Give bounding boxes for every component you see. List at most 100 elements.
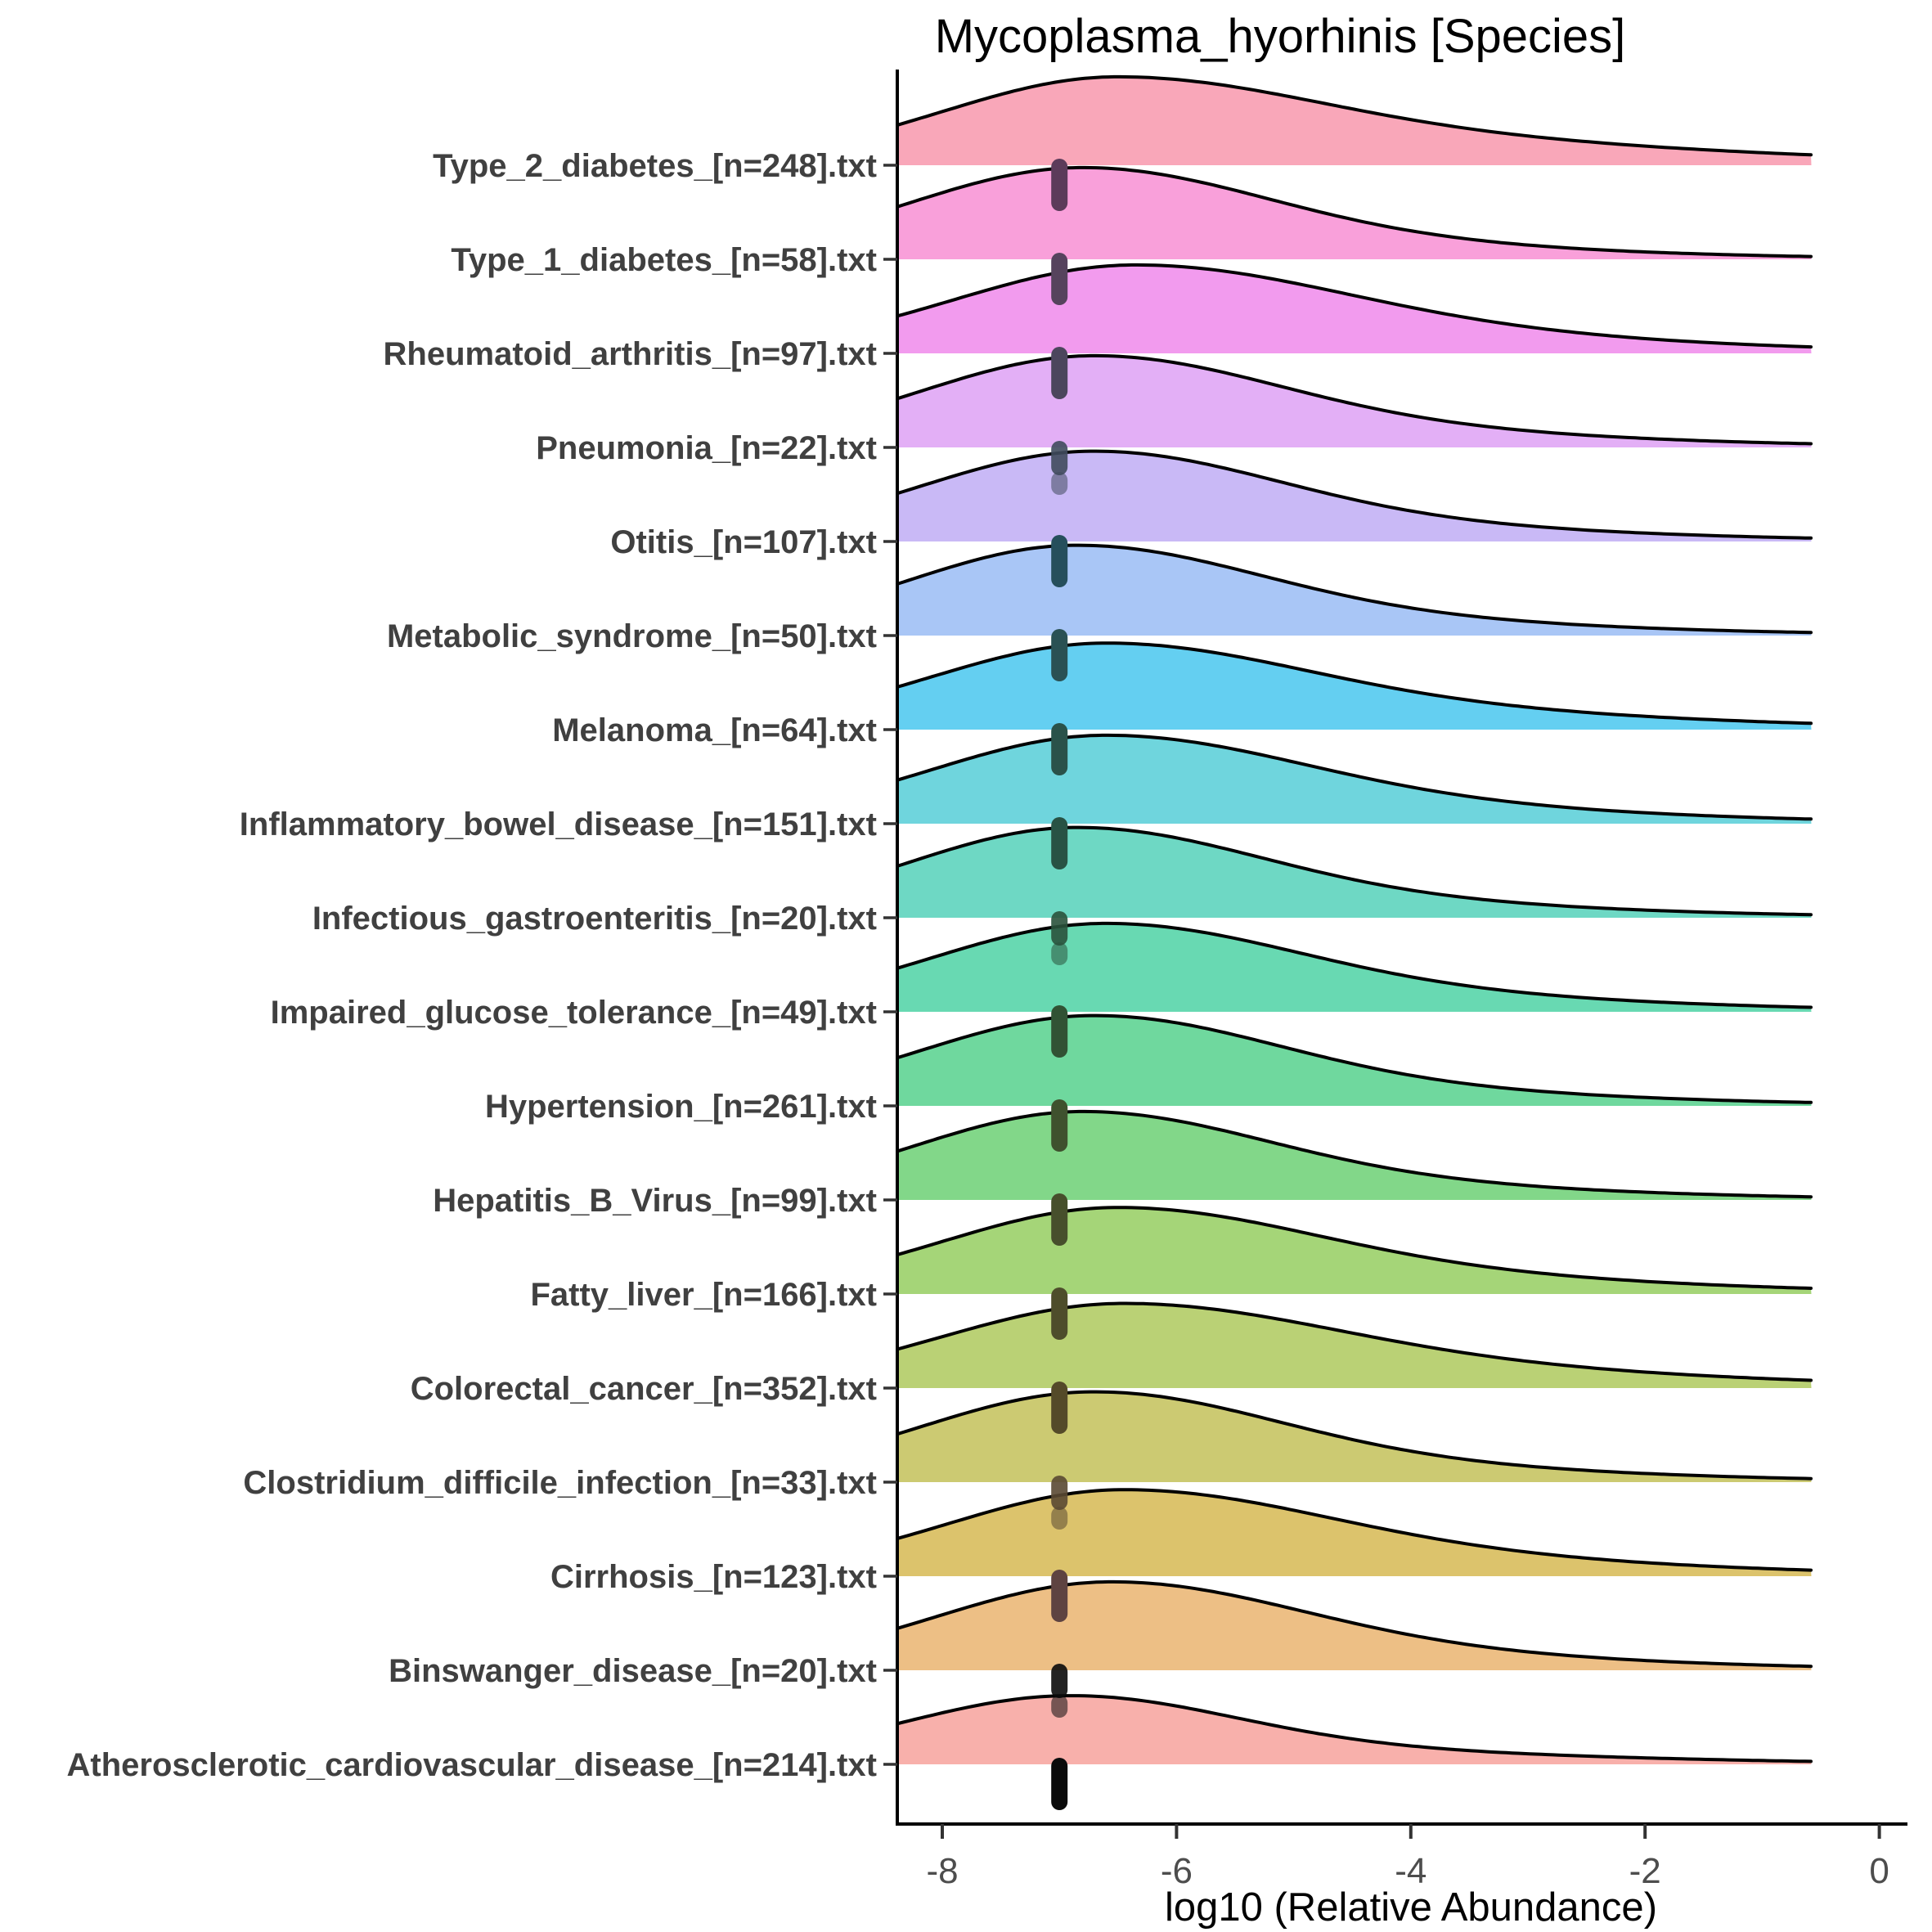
sample-points-marker — [1051, 1664, 1068, 1698]
sample-points-marker — [1051, 472, 1068, 495]
ridge-outline — [896, 1206, 1813, 1290]
category-label: Colorectal_cancer_[n=352].txt — [411, 1371, 877, 1407]
ridge-outline — [896, 641, 1813, 726]
ridge-outline — [896, 1488, 1813, 1572]
ridge-fill — [897, 355, 1812, 447]
x-axis-ticks: -8 -6 -4 -2 0 — [926, 1824, 1889, 1891]
ridge-row — [896, 165, 1813, 259]
ridge-outline — [896, 1109, 1813, 1199]
ridge-row — [896, 449, 1813, 541]
category-label: Cirrhosis_[n=123].txt — [550, 1559, 877, 1595]
x-axis-title: log10 (Relative Abundance) — [1165, 1885, 1657, 1930]
category-label: Clostridium_difficile_infection_[n=33].t… — [243, 1465, 877, 1501]
sample-points-marker — [1051, 1476, 1068, 1510]
sample-points-marker — [1051, 1695, 1068, 1718]
ridge-outline — [896, 543, 1813, 635]
ridge-fill — [897, 1696, 1812, 1764]
sample-points-marker — [1051, 1193, 1068, 1246]
category-label: Melanoma_[n=64].txt — [552, 712, 877, 748]
ridge-row — [896, 1390, 1813, 1482]
category-label: Fatty_liver_[n=166].txt — [530, 1277, 877, 1313]
category-label: Hepatitis_B_Virus_[n=99].txt — [433, 1183, 877, 1219]
x-tick-label: -6 — [1161, 1851, 1193, 1891]
category-label: Type_1_diabetes_[n=58].txt — [451, 242, 877, 278]
sample-points-marker — [1051, 1099, 1068, 1152]
sample-points-marker — [1051, 817, 1068, 869]
category-label: Type_2_diabetes_[n=248].txt — [433, 148, 877, 184]
plot-title: Mycoplasma_hyorhinis [Species] — [935, 10, 1626, 63]
ridge-row — [896, 1488, 1813, 1576]
ridge-fill — [897, 545, 1812, 636]
ridge-outline — [896, 1301, 1813, 1382]
ridge-outline — [896, 263, 1813, 349]
ridge-row — [896, 74, 1813, 165]
ridge-row — [896, 543, 1813, 636]
sample-points-marker — [1051, 1570, 1068, 1622]
ridge-row — [896, 1301, 1813, 1388]
ridge-row — [896, 1206, 1813, 1294]
sample-points-marker — [1051, 347, 1068, 399]
category-label: Rheumatoid_arthritis_[n=97].txt — [384, 336, 877, 372]
axes-group — [896, 70, 1907, 1826]
ridge-fill — [897, 1015, 1812, 1106]
x-tick-label: -8 — [926, 1851, 958, 1891]
ridge-fill — [897, 1489, 1812, 1576]
ridge-row — [896, 1109, 1813, 1200]
ridge-fill — [897, 735, 1812, 824]
ridge-fill — [897, 643, 1812, 730]
ridge-outline — [896, 165, 1813, 258]
ridge-row — [896, 1579, 1813, 1670]
ridge-fill — [897, 1207, 1812, 1294]
ridge-outline — [896, 1390, 1813, 1480]
sample-points-marker — [1051, 253, 1068, 305]
sample-points-marker — [1051, 1507, 1068, 1530]
sample-points-marker — [1051, 1758, 1068, 1810]
ridge-outline — [896, 825, 1813, 917]
sample-points-marker — [1051, 723, 1068, 775]
ridge-fill — [897, 264, 1812, 353]
category-label: Infectious_gastroenteritis_[n=20].txt — [312, 901, 877, 937]
ridge-outline — [896, 733, 1813, 821]
ridge-row — [896, 733, 1813, 824]
sample-points-marker — [1051, 159, 1068, 211]
ridge-outline — [896, 449, 1813, 540]
ridge-fill — [897, 1391, 1812, 1482]
ridge-fill — [897, 1111, 1812, 1200]
median-marker-group — [1051, 159, 1068, 1810]
ridge-series-group — [896, 74, 1813, 1764]
category-label: Otitis_[n=107].txt — [610, 524, 877, 560]
sample-points-marker — [1051, 535, 1068, 587]
ridge-row — [896, 641, 1813, 730]
sample-points-marker — [1051, 629, 1068, 681]
ridge-fill — [897, 1581, 1812, 1670]
category-label: Metabolic_syndrome_[n=50].txt — [387, 618, 877, 654]
ridge-row — [896, 263, 1813, 353]
sample-points-marker — [1051, 441, 1068, 475]
ridge-fill — [897, 451, 1812, 541]
ridge-fill — [897, 76, 1812, 165]
ridge-fill — [897, 167, 1812, 259]
ridge-row — [896, 825, 1813, 918]
category-label: Atherosclerotic_cardiovascular_disease_[… — [67, 1747, 878, 1783]
category-label: Inflammatory_bowel_disease_[n=151].txt — [240, 806, 877, 842]
category-label: Impaired_glucose_tolerance_[n=49].txt — [271, 995, 877, 1031]
category-label: Pneumonia_[n=22].txt — [536, 430, 877, 466]
sample-points-marker — [1051, 1005, 1068, 1058]
category-label: Binswanger_disease_[n=20].txt — [389, 1653, 877, 1689]
ridge-row — [896, 1694, 1813, 1764]
ridge-fill — [897, 827, 1812, 918]
ridge-outline — [896, 921, 1813, 1009]
sample-points-marker — [1051, 942, 1068, 965]
ridge-row — [896, 921, 1813, 1012]
sample-points-marker — [1051, 1382, 1068, 1434]
ridge-outline — [896, 1579, 1813, 1669]
x-tick-label: 0 — [1869, 1851, 1889, 1891]
ridge-outline — [896, 1694, 1813, 1764]
ridge-outline — [896, 1013, 1813, 1104]
ridge-fill — [897, 923, 1812, 1012]
ridge-fill — [897, 1303, 1812, 1388]
sample-points-marker — [1051, 1287, 1068, 1340]
x-tick-label: -4 — [1395, 1851, 1427, 1891]
